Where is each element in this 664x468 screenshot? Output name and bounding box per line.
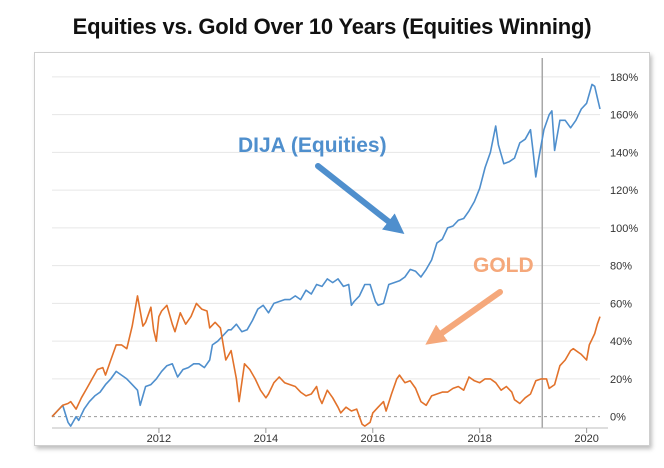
chart-title: Equities vs. Gold Over 10 Years (Equitie… [72, 14, 592, 39]
x-tick-label: 2014 [254, 433, 278, 445]
y-tick-label: 140% [610, 147, 638, 159]
equities-arrow [315, 163, 405, 235]
y-tick-label: 0% [610, 412, 626, 424]
y-tick-label: 80% [610, 261, 632, 273]
x-tick-label: 2020 [574, 433, 598, 445]
y-tick-label: 20% [610, 374, 632, 386]
x-tick-label: 2018 [467, 433, 491, 445]
equities-line [51, 83, 601, 427]
y-tick-label: 120% [610, 185, 638, 197]
x-tick-label: 2016 [361, 433, 385, 445]
y-tick-label: 160% [610, 110, 638, 122]
gold-line [51, 295, 601, 427]
y-tick-label: 100% [610, 223, 638, 235]
equities-annotation: DIJA (Equities) [238, 134, 387, 157]
y-tick-label: 40% [610, 336, 632, 348]
gold-annotation: GOLD [473, 254, 534, 277]
y-tick-label: 180% [610, 72, 638, 84]
gold-arrow [425, 289, 503, 345]
y-tick-label: 60% [610, 298, 632, 310]
x-tick-label: 2012 [147, 433, 171, 445]
